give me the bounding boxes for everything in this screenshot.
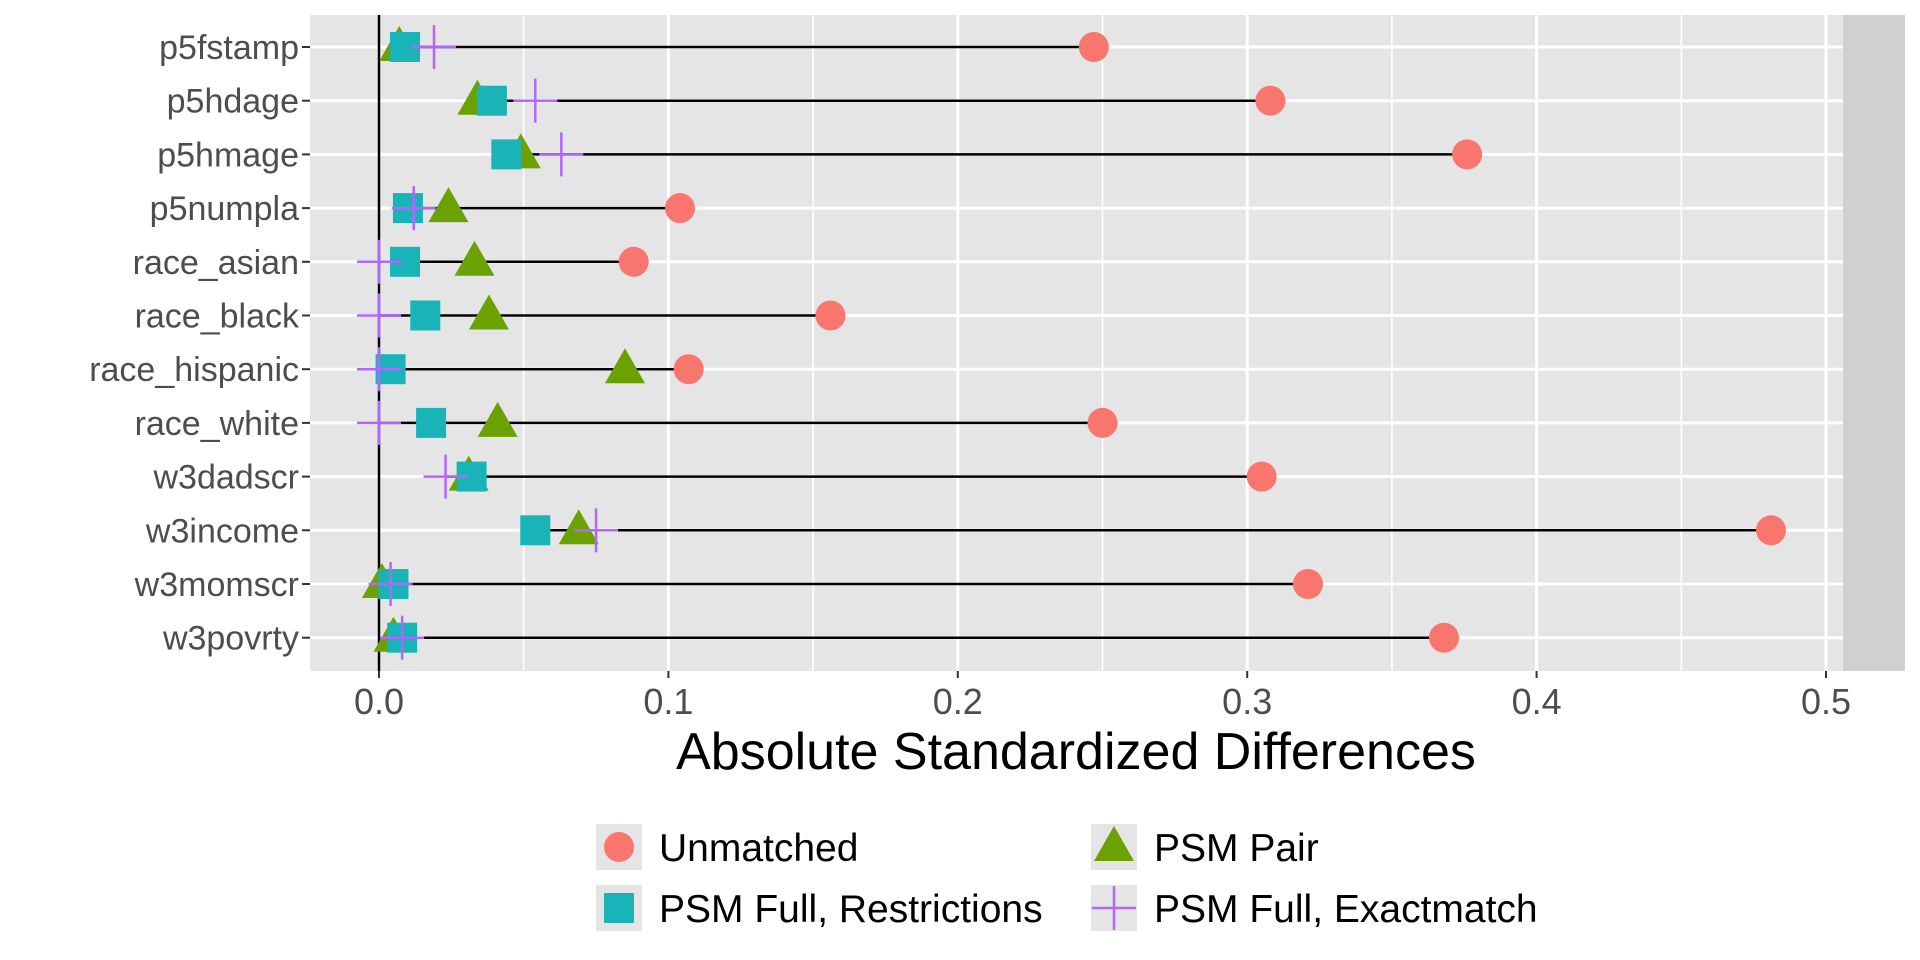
point-circle-p5hmage	[1452, 139, 1483, 170]
point-cross-race_white	[357, 400, 401, 445]
x-tick-label: 0.0	[354, 681, 404, 722]
plot-panel	[310, 15, 1905, 671]
point-triangle-race_white	[477, 401, 518, 437]
point-cross-race_hispanic	[357, 347, 401, 392]
x-tick-label: 0.4	[1512, 681, 1562, 722]
point-triangle-race_hispanic	[604, 348, 645, 384]
point-circle-race_white	[1087, 407, 1118, 438]
legend-key-cross	[1092, 886, 1136, 930]
point-cross-p5hdage	[513, 78, 558, 123]
x-axis-title: Absolute Standardized Differences	[676, 723, 1476, 781]
segments	[379, 45, 1772, 639]
point-circle-w3momscr	[1292, 569, 1323, 599]
point-circle-p5hdage	[1255, 85, 1286, 116]
point-circle-race_hispanic	[673, 354, 704, 385]
x-tick-label: 0.2	[933, 681, 983, 722]
point-triangle-race_black	[468, 294, 509, 330]
point-circle-w3income	[1756, 515, 1787, 546]
point-circle-p5numpla	[664, 193, 695, 224]
y-tick-label: race_asian	[133, 244, 299, 282]
legend-label: PSM Pair	[1154, 827, 1319, 870]
y-tick-label: p5numpla	[150, 190, 299, 228]
x-tick-label: 0.5	[1801, 681, 1851, 722]
point-cross-w3povrty	[380, 615, 425, 660]
panel-background	[310, 15, 1843, 671]
x-tick-label: 0.1	[643, 681, 693, 722]
y-tick-label: w3income	[145, 512, 299, 550]
legend-key-square	[604, 893, 634, 923]
markers	[357, 25, 1787, 660]
point-cross-w3dadscr	[423, 454, 468, 499]
point-triangle-p5numpla	[428, 187, 469, 223]
facet-strip	[1843, 15, 1905, 671]
point-triangle-race_asian	[454, 240, 495, 276]
legend: Unmatched PSM Pair PSM Full, Restrictions P…	[596, 824, 1538, 931]
legend-label: Unmatched	[659, 827, 858, 870]
legend-item: PSM Pair	[1091, 824, 1319, 870]
legend-key-triangle	[1094, 826, 1134, 861]
point-square-race_white	[416, 407, 447, 438]
point-square-p5hdage	[476, 85, 507, 116]
y-tick-label: w3dadscr	[152, 459, 299, 497]
legend-item: PSM Full, Restrictions	[596, 885, 1043, 931]
point-cross-w3income	[574, 508, 619, 553]
legend-item: Unmatched	[596, 824, 858, 870]
point-cross-race_asian	[357, 239, 401, 284]
point-square-race_black	[410, 300, 441, 331]
point-square-w3income	[520, 515, 551, 546]
y-tick-label: race_hispanic	[89, 351, 299, 389]
y-tick-label: race_white	[135, 405, 299, 443]
x-tick-label: 0.3	[1222, 681, 1272, 722]
point-cross-race_black	[357, 293, 401, 338]
legend-item: PSM Full, Exactmatch	[1091, 885, 1538, 931]
point-cross-p5numpla	[391, 186, 436, 231]
legend-key-circle	[604, 832, 634, 862]
legend-label: PSM Full, Exactmatch	[1154, 888, 1538, 931]
point-circle-w3povrty	[1428, 622, 1459, 653]
y-tick-label: w3momscr	[134, 566, 299, 604]
point-circle-race_asian	[618, 246, 649, 277]
y-tick-label: p5hmage	[157, 136, 299, 174]
point-triangle-w3income	[558, 509, 599, 545]
point-circle-p5fstamp	[1078, 32, 1109, 62]
y-tick-label: p5hdage	[167, 83, 299, 121]
point-cross-p5hmage	[539, 132, 584, 177]
y-tick-label: w3povrty	[162, 620, 299, 658]
point-cross-p5fstamp	[411, 25, 456, 69]
legend-label: PSM Full, Restrictions	[659, 888, 1043, 931]
x-axis: 0.0 0.1 0.2 0.3 0.4 0.5	[354, 671, 1851, 722]
point-square-p5hmage	[491, 139, 522, 170]
point-circle-w3dadscr	[1246, 461, 1277, 492]
point-cross-w3momscr	[368, 562, 413, 606]
y-tick-label: race_black	[135, 298, 300, 336]
y-axis: p5fstamp p5hdage p5hmage p5numpla race_asian…	[89, 29, 310, 658]
point-circle-race_black	[815, 300, 846, 331]
y-tick-label: p5fstamp	[159, 29, 299, 67]
